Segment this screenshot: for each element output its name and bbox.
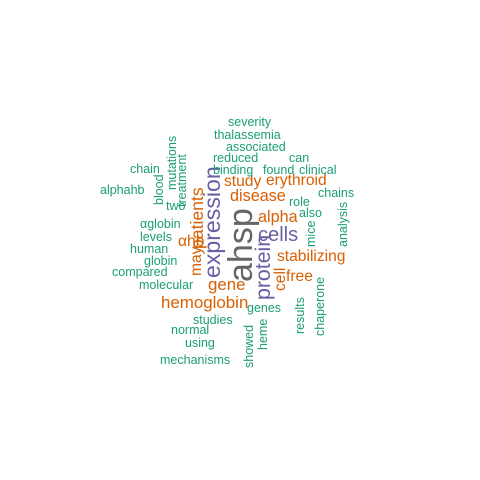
word-chaperone: chaperone bbox=[313, 277, 327, 336]
word-can: can bbox=[289, 151, 309, 165]
word-alphahb: alphahb bbox=[100, 183, 145, 197]
word-ahsp: ahsp bbox=[222, 208, 260, 282]
word-hemoglobin: hemoglobin bbox=[161, 293, 248, 312]
word-reduced: reduced bbox=[213, 151, 258, 165]
word-blood: blood bbox=[152, 174, 166, 205]
word-studies: studies bbox=[193, 313, 233, 327]
word-may: may bbox=[188, 246, 205, 276]
word-associated: associated bbox=[226, 140, 286, 154]
word-erythroid: erythroid bbox=[266, 172, 327, 189]
word-alpha-globin: αglobin bbox=[140, 217, 181, 231]
word-showed: showed bbox=[242, 325, 256, 368]
word-stabilizing: stabilizing bbox=[277, 248, 345, 265]
word-clinical: clinical bbox=[299, 163, 337, 177]
word-binding: binding bbox=[213, 163, 253, 177]
word-thalassemia: thalassemia bbox=[214, 128, 281, 142]
word-globin: globin bbox=[144, 254, 177, 268]
word-compared: compared bbox=[112, 265, 168, 279]
word-alpha-hb: αhb bbox=[178, 233, 205, 250]
word-mechanisms: mechanisms bbox=[160, 353, 230, 367]
word-cell: cell bbox=[272, 268, 289, 291]
word-protein: protein bbox=[251, 235, 275, 300]
word-two: two bbox=[166, 199, 186, 213]
word-heme: heme bbox=[256, 319, 270, 350]
word-results: results bbox=[293, 297, 307, 334]
word-mutations: mutations bbox=[165, 136, 179, 190]
word-molecular: molecular bbox=[139, 278, 193, 292]
word-treatment: treatment bbox=[175, 154, 189, 207]
word-patients: patients bbox=[187, 187, 207, 249]
word-alpha: alpha bbox=[258, 208, 298, 226]
word-found: found bbox=[263, 163, 294, 177]
word-cells: cells bbox=[258, 224, 298, 246]
word-expression: expression bbox=[199, 166, 225, 278]
word-normal: normal bbox=[171, 323, 209, 337]
word-disease: disease bbox=[230, 187, 286, 205]
word-free: free bbox=[286, 268, 313, 285]
word-genes: genes bbox=[247, 301, 281, 315]
word-also: also bbox=[299, 206, 322, 220]
word-study: study bbox=[224, 173, 261, 190]
word-chain: chain bbox=[130, 162, 160, 176]
word-human: human bbox=[130, 242, 168, 256]
word-gene: gene bbox=[208, 275, 246, 294]
word-chains: chains bbox=[318, 186, 354, 200]
word-analysis: analysis bbox=[336, 202, 350, 247]
word-severity: severity bbox=[228, 115, 272, 129]
word-using: using bbox=[185, 336, 215, 350]
word-role: role bbox=[289, 195, 310, 209]
word-mice: mice bbox=[304, 221, 318, 247]
word-levels: levels bbox=[140, 230, 172, 244]
